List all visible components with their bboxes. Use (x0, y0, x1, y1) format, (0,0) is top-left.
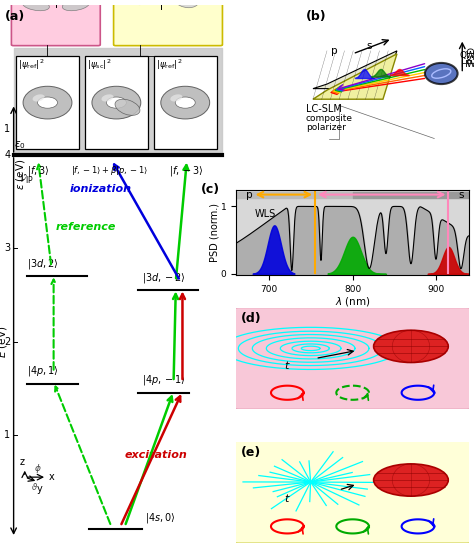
Y-axis label: PSD (norm.): PSD (norm.) (209, 203, 219, 262)
Ellipse shape (128, 0, 164, 5)
Text: $|3d,2\rangle$: $|3d,2\rangle$ (27, 256, 59, 271)
Circle shape (425, 63, 457, 84)
Text: z: z (20, 457, 25, 467)
Text: $|f,-1\rangle+\beta|p,-1\rangle$: $|f,-1\rangle+\beta|p,-1\rangle$ (71, 164, 148, 177)
Text: WLS: WLS (255, 209, 275, 220)
Text: $|4s,0\rangle$: $|4s,0\rangle$ (145, 511, 175, 525)
Ellipse shape (115, 99, 140, 115)
Polygon shape (313, 51, 397, 89)
Text: x: x (49, 472, 55, 482)
X-axis label: $\lambda$ (nm): $\lambda$ (nm) (335, 295, 371, 309)
Text: s: s (366, 41, 372, 52)
Text: (e): (e) (241, 446, 261, 459)
Text: $\mathcal{V}_\mathrm{IP}$: $\mathcal{V}_\mathrm{IP}$ (18, 172, 34, 186)
Text: 4: 4 (4, 150, 10, 160)
Ellipse shape (175, 97, 195, 108)
Text: 2: 2 (4, 336, 10, 347)
Text: s: s (459, 190, 464, 199)
Text: PSD: PSD (467, 47, 474, 64)
Text: (b): (b) (306, 10, 327, 23)
Text: $|f,3\rangle$: $|f,3\rangle$ (27, 164, 49, 178)
Text: $\phi$: $\phi$ (34, 463, 41, 475)
Text: $|\psi_\mathrm{ref}|^2$: $|\psi_\mathrm{ref}|^2$ (156, 58, 182, 72)
Text: y: y (36, 484, 42, 494)
FancyBboxPatch shape (85, 56, 148, 149)
Text: $|3d,-2\rangle$: $|3d,-2\rangle$ (143, 271, 186, 285)
Text: $|\psi_\mathrm{ref}|^2$: $|\psi_\mathrm{ref}|^2$ (18, 58, 45, 72)
Ellipse shape (22, 0, 49, 11)
Text: 1: 1 (4, 430, 10, 440)
Polygon shape (313, 54, 397, 99)
Text: $E$ (eV): $E$ (eV) (0, 326, 9, 358)
Text: $|4p,-1\rangle$: $|4p,-1\rangle$ (143, 374, 186, 387)
Ellipse shape (161, 86, 210, 119)
Text: $|\psi_\mathrm{sc}|^2$: $|\psi_\mathrm{sc}|^2$ (87, 58, 111, 72)
Ellipse shape (172, 0, 200, 8)
Text: $\vartheta$: $\vartheta$ (31, 481, 38, 492)
Text: $\varepsilon_0$: $\varepsilon_0$ (14, 139, 26, 151)
Text: excitation: excitation (125, 450, 187, 460)
Circle shape (374, 330, 448, 362)
Text: $t$: $t$ (284, 492, 291, 504)
Text: reference: reference (56, 221, 116, 232)
Text: ionization: ionization (69, 184, 131, 195)
FancyBboxPatch shape (234, 441, 472, 544)
Text: 1: 1 (4, 124, 10, 134)
Text: (c): (c) (201, 182, 220, 196)
Text: p: p (331, 46, 337, 56)
Ellipse shape (37, 97, 57, 108)
Text: composite: composite (306, 115, 353, 123)
Text: polarizer: polarizer (306, 123, 346, 133)
Ellipse shape (92, 86, 141, 119)
Ellipse shape (106, 97, 127, 108)
Text: p: p (246, 190, 253, 199)
Text: $|f,-3\rangle$: $|f,-3\rangle$ (170, 164, 204, 178)
Circle shape (374, 464, 448, 496)
Text: (a): (a) (5, 10, 25, 23)
FancyBboxPatch shape (16, 56, 79, 149)
Ellipse shape (62, 0, 89, 11)
Ellipse shape (170, 94, 182, 101)
Ellipse shape (101, 94, 114, 101)
Text: $\varepsilon$ (eV): $\varepsilon$ (eV) (14, 159, 27, 190)
Text: $t$: $t$ (284, 358, 291, 370)
FancyBboxPatch shape (234, 307, 472, 410)
FancyBboxPatch shape (154, 56, 217, 149)
FancyBboxPatch shape (11, 0, 100, 45)
Text: HWP: HWP (460, 60, 474, 69)
Ellipse shape (33, 94, 45, 101)
Text: (d): (d) (241, 312, 261, 325)
Text: QWP: QWP (460, 51, 474, 60)
Text: 3: 3 (4, 243, 10, 253)
Text: $|4p,1\rangle$: $|4p,1\rangle$ (27, 364, 59, 378)
FancyBboxPatch shape (114, 0, 222, 45)
Text: LC-SLM: LC-SLM (306, 104, 342, 114)
Ellipse shape (23, 86, 72, 119)
Text: $\omega$: $\omega$ (356, 84, 368, 96)
